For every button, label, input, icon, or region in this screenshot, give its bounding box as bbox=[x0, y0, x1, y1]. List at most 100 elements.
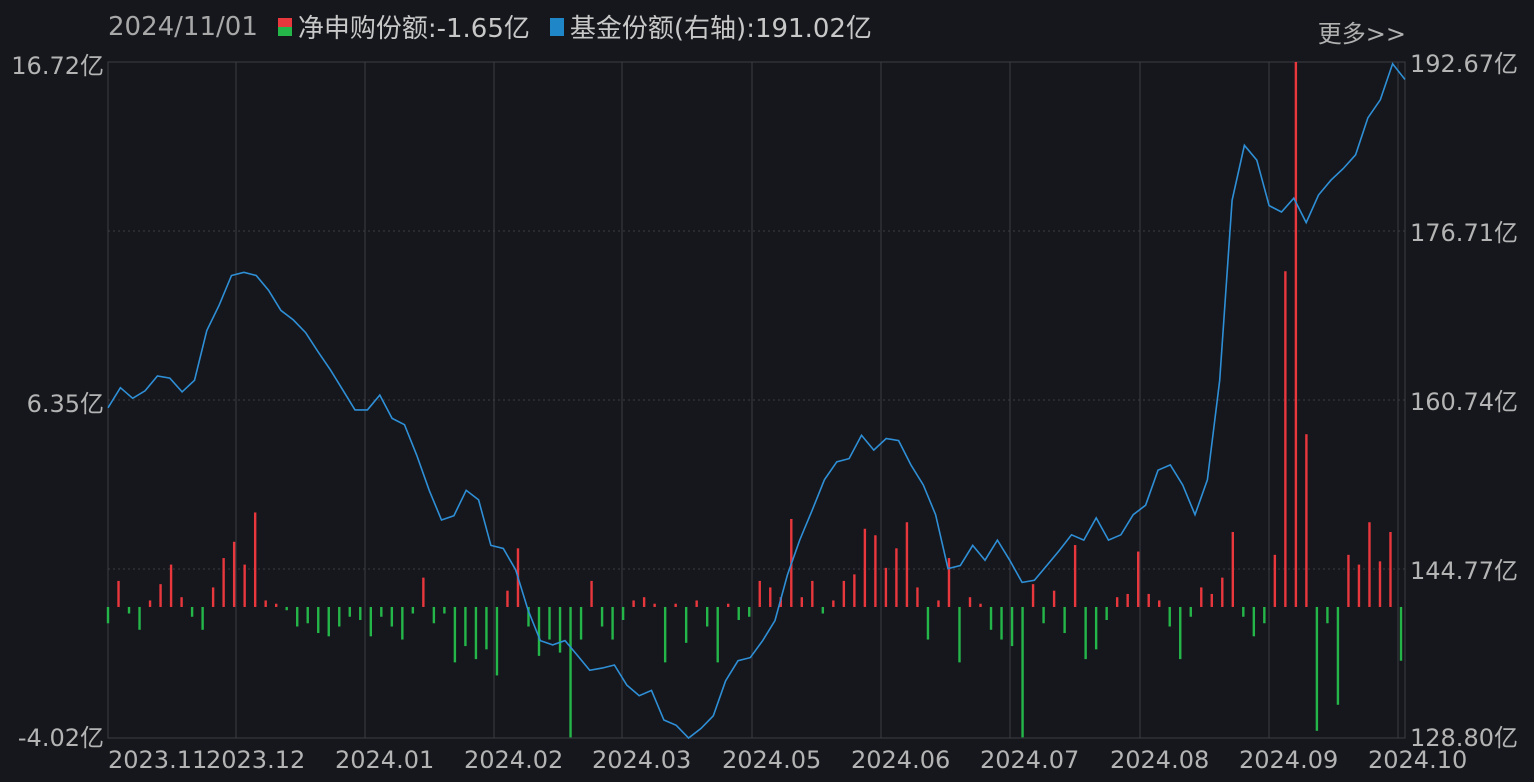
left-axis-tick: 6.35亿 bbox=[27, 390, 104, 418]
net-subscription-legend: 净申购份额:-1.65亿 bbox=[297, 14, 530, 44]
bar bbox=[811, 580, 814, 607]
bar bbox=[401, 606, 404, 640]
bar bbox=[169, 564, 173, 607]
bar bbox=[380, 606, 383, 617]
bar bbox=[1105, 606, 1108, 621]
bar bbox=[548, 606, 551, 640]
right-axis-tick: 176.71亿 bbox=[1410, 219, 1518, 247]
bar bbox=[1273, 554, 1277, 607]
bar bbox=[1179, 606, 1182, 660]
bar bbox=[968, 597, 972, 607]
net-subscription-swatch-icon bbox=[277, 17, 292, 36]
right-axis-tick: 144.77亿 bbox=[1410, 557, 1518, 585]
bar bbox=[1347, 554, 1350, 607]
bar bbox=[769, 587, 772, 607]
bar bbox=[211, 587, 215, 607]
bar bbox=[611, 606, 614, 640]
bar bbox=[916, 587, 919, 607]
left-axis-tick: -4.02亿 bbox=[18, 724, 104, 752]
bar bbox=[842, 580, 846, 607]
bar bbox=[285, 606, 288, 611]
bar bbox=[800, 597, 804, 607]
bar bbox=[359, 606, 362, 621]
bar bbox=[937, 600, 940, 607]
bar bbox=[148, 600, 152, 607]
right-axis-tick: 192.67亿 bbox=[1410, 50, 1518, 78]
bar bbox=[232, 541, 236, 607]
bar bbox=[1000, 606, 1003, 640]
bar bbox=[632, 600, 635, 607]
legend-header: 2024/11/01 净申购份额:-1.65亿 基金份额(右轴):191.02亿 bbox=[108, 8, 872, 45]
more-button[interactable]: 更多>> bbox=[1317, 20, 1406, 48]
bar bbox=[1252, 606, 1256, 637]
bar bbox=[674, 603, 677, 607]
bar bbox=[1368, 522, 1371, 607]
bar bbox=[348, 606, 351, 617]
bar bbox=[1073, 545, 1077, 607]
bar bbox=[1389, 532, 1392, 607]
x-tick-label: 2024.05 bbox=[722, 746, 821, 774]
x-tick-label: 2024.01 bbox=[335, 746, 434, 774]
right-axis-tick: 160.74亿 bbox=[1410, 388, 1518, 416]
bar bbox=[1063, 606, 1066, 634]
bar bbox=[884, 567, 888, 607]
bar bbox=[1336, 606, 1340, 705]
bar bbox=[1315, 606, 1319, 731]
bar bbox=[422, 577, 425, 607]
bar bbox=[895, 548, 898, 607]
bar bbox=[989, 606, 993, 630]
bar bbox=[317, 606, 320, 634]
bar bbox=[1168, 606, 1171, 627]
fund-share-swatch-icon bbox=[549, 17, 564, 36]
bar bbox=[222, 558, 225, 607]
bar bbox=[180, 597, 183, 607]
bar bbox=[1221, 577, 1224, 607]
x-tick-label: 2024.07 bbox=[980, 746, 1079, 774]
bar bbox=[369, 606, 373, 637]
x-tick-label: 2024.06 bbox=[851, 746, 950, 774]
bar bbox=[338, 606, 341, 627]
bar bbox=[947, 558, 951, 607]
bar bbox=[695, 600, 698, 607]
bar bbox=[1294, 62, 1298, 607]
bar bbox=[1284, 271, 1287, 607]
bar bbox=[537, 606, 541, 656]
bar bbox=[1242, 606, 1245, 617]
bar bbox=[1326, 606, 1329, 624]
bar bbox=[138, 606, 141, 630]
bar bbox=[127, 606, 131, 614]
bar bbox=[705, 606, 709, 627]
current-date: 2024/11/01 bbox=[108, 11, 258, 42]
bar bbox=[264, 600, 267, 607]
bar bbox=[117, 580, 120, 607]
bar bbox=[979, 603, 982, 607]
bar bbox=[443, 606, 446, 614]
bar bbox=[411, 606, 415, 614]
bar bbox=[274, 603, 278, 607]
bar bbox=[1305, 434, 1308, 607]
bar bbox=[1084, 606, 1087, 660]
bar bbox=[1094, 606, 1098, 650]
bar bbox=[1042, 606, 1045, 624]
bar bbox=[569, 606, 572, 738]
bar bbox=[464, 606, 467, 647]
bar bbox=[527, 606, 530, 627]
plot-frame bbox=[107, 61, 1406, 739]
bar bbox=[390, 606, 394, 627]
bar bbox=[243, 564, 246, 607]
bar bbox=[863, 528, 867, 607]
bar bbox=[926, 606, 930, 640]
bar bbox=[621, 606, 625, 621]
bar bbox=[642, 597, 646, 607]
bar bbox=[958, 606, 961, 663]
bar bbox=[874, 535, 877, 607]
bar bbox=[579, 606, 583, 640]
right-axis-tick: 128.80亿 bbox=[1410, 724, 1518, 752]
bar bbox=[1031, 584, 1035, 607]
bar bbox=[1210, 593, 1213, 607]
bar bbox=[663, 606, 667, 663]
bar bbox=[190, 606, 194, 617]
x-tick-label: 2024.08 bbox=[1110, 746, 1209, 774]
bar bbox=[737, 606, 740, 621]
